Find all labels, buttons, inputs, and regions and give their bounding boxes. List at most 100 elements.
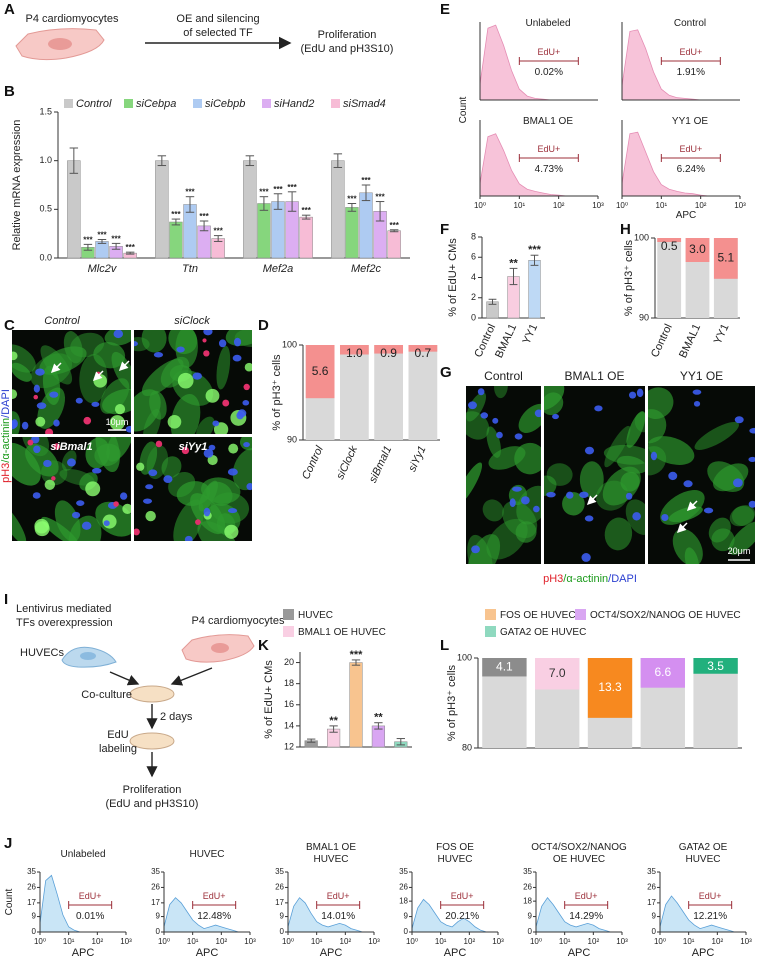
legend-label: FOS OE HUVEC — [500, 610, 576, 621]
legend-label: HUVEC — [298, 610, 333, 621]
panel-label: H — [620, 221, 631, 238]
histogram-title: OCT4/SOX2/NANOG — [531, 842, 627, 853]
gate-label: EdU+ — [327, 891, 350, 901]
nucleus — [243, 441, 250, 448]
nucleus — [218, 339, 227, 348]
y-tick-label: 26 — [399, 883, 408, 892]
histogram-area — [288, 897, 374, 932]
x-tick-label: 10³ — [492, 937, 504, 946]
x-tick-label: 10² — [695, 201, 707, 210]
value-label: 0.9 — [380, 346, 397, 360]
cell-label: P4 cardiomyocytes — [26, 13, 119, 25]
y-axis-label: Count — [458, 96, 469, 123]
value-label: 6.6 — [654, 665, 671, 679]
nucleus — [143, 498, 153, 504]
nucleus — [661, 513, 669, 522]
cell — [728, 521, 755, 555]
y-tick-label: 26 — [151, 883, 160, 892]
gate-label: EdU+ — [537, 47, 560, 57]
nucleus — [153, 352, 164, 358]
histogram-outline — [411, 898, 498, 933]
nucleus — [492, 417, 499, 424]
y-tick-label: 35 — [27, 867, 36, 876]
value-label: 4.1 — [496, 659, 513, 673]
arrow — [118, 360, 130, 372]
ph3-signal — [155, 440, 163, 448]
gate-label: EdU+ — [79, 891, 102, 901]
histogram-area — [622, 29, 740, 100]
ph3-signal — [222, 399, 230, 407]
bar — [95, 241, 109, 259]
bar — [693, 658, 738, 674]
bright-cell — [44, 479, 56, 490]
x-tick-label: 10³ — [592, 201, 604, 210]
histogram-title: OE HUVEC — [553, 854, 605, 865]
image-title: YY1 OE — [680, 369, 723, 383]
arrow — [676, 522, 688, 534]
x-tick-label: 10⁰ — [474, 201, 486, 210]
stain-part: /α-actinin — [0, 418, 12, 463]
ph3-signal — [202, 338, 207, 343]
y-tick-label: 14 — [284, 720, 294, 730]
gate-label: EdU+ — [203, 891, 226, 901]
histogram-title: BMAL1 OE — [306, 842, 356, 853]
nucleus — [579, 491, 589, 498]
bar — [587, 658, 633, 718]
nucleus — [749, 427, 755, 434]
cell — [694, 421, 739, 450]
legend-swatch — [64, 99, 73, 108]
significance: *** — [287, 183, 297, 192]
nucleus — [72, 511, 81, 519]
result-label: (EdU and pH3S10) — [106, 798, 199, 810]
cell — [143, 408, 161, 434]
bar — [349, 662, 363, 748]
value-label: 5.1 — [717, 251, 734, 265]
x-tick-label: 10¹ — [311, 937, 323, 946]
nucleus — [584, 515, 594, 522]
method-label: TFs overexpression — [16, 617, 113, 629]
y-tick-label: 35 — [151, 867, 160, 876]
x-tick-label: 10³ — [740, 937, 752, 946]
y-tick-label: 0 — [32, 927, 37, 936]
step-label: 2 days — [160, 711, 193, 723]
nucleus — [91, 401, 100, 407]
significance: *** — [528, 244, 542, 256]
y-tick-label: 100 — [634, 232, 649, 242]
panel-label: G — [440, 364, 452, 381]
gate-label: EdU+ — [699, 891, 722, 901]
nucleus — [509, 498, 516, 508]
ph3-signal — [243, 383, 250, 391]
cell — [63, 331, 83, 364]
step-label: Co-culture — [81, 689, 132, 701]
y-axis-label: % of pH3⁺ cells — [623, 239, 635, 316]
nucleus — [732, 478, 743, 488]
cell — [648, 446, 667, 476]
histogram-title: GATA2 OE — [679, 842, 728, 853]
nucleus — [471, 545, 480, 554]
bar — [257, 203, 271, 259]
bar — [535, 658, 580, 690]
image-title: siBmal1 — [50, 441, 92, 453]
nucleus — [184, 535, 193, 541]
histogram-outline — [659, 895, 746, 933]
y-axis-label: Relative mRNA expression — [11, 120, 23, 251]
nucleus — [246, 483, 252, 491]
significance: *** — [375, 193, 385, 202]
nucleus — [632, 512, 641, 521]
x-axis-label: APC — [320, 947, 343, 959]
nucleus — [514, 433, 523, 440]
gate-label: EdU+ — [575, 891, 598, 901]
y-tick-label: 80 — [462, 742, 472, 752]
bar — [345, 207, 359, 259]
y-tick-label: 100 — [457, 652, 472, 662]
value-label: 13.3 — [598, 680, 622, 694]
significance: *** — [301, 206, 311, 215]
significance: *** — [185, 188, 195, 197]
bar — [155, 160, 169, 259]
ph3-signal — [27, 439, 34, 446]
y-tick-label: 12 — [284, 741, 294, 751]
significance: *** — [213, 227, 223, 236]
y-axis-label: % of pH3⁺ cells — [271, 354, 283, 431]
gate-percent: 0.02% — [535, 67, 563, 78]
x-axis-label: APC — [72, 947, 95, 959]
